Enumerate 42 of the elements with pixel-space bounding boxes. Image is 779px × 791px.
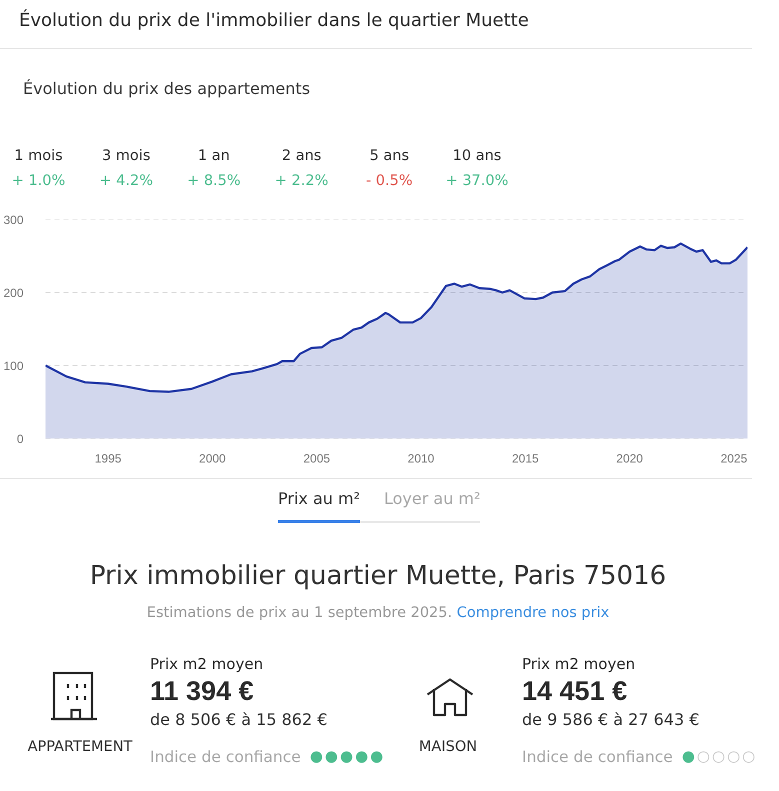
- x-tick-label: 2015: [512, 452, 539, 466]
- text: Prix m2 moyen: [522, 655, 636, 673]
- data-label: + 1.0%: [10, 172, 66, 191]
- category-label: 1 mois: [13, 147, 64, 166]
- text: Loyer au m²: [360, 488, 480, 523]
- data-label: 14 451 €: [522, 675, 628, 708]
- y-tick-label: 0: [16, 432, 24, 446]
- text: Indice de confiance: [522, 748, 673, 766]
- text: Évolution du prix de l'immobilier dans le quartier Muette: [19, 8, 529, 33]
- x-tick-label: 2005: [303, 452, 330, 466]
- y-tick-label: 200: [3, 286, 24, 300]
- x-tick-label: 2020: [616, 452, 644, 466]
- category-label: 10 ans: [452, 147, 502, 166]
- category-label: 1 an: [196, 147, 231, 166]
- x-tick-label: 1995: [94, 452, 122, 466]
- data-label: + 37.0%: [444, 172, 510, 191]
- text: ●○○○○: [682, 747, 758, 766]
- text: Prix immobilier quartier Muette, Paris 75016: [88, 560, 668, 593]
- data-label: + 8.5%: [186, 172, 242, 191]
- data-label: + 4.2%: [98, 172, 154, 191]
- text: Prix m2 moyen: [150, 654, 264, 675]
- y-tick-label: 300: [3, 213, 24, 227]
- x-tick-label: 2010: [408, 452, 435, 466]
- text: de 9 586 € à 27 643 €: [522, 709, 700, 731]
- text: Indice de confiance: [150, 747, 301, 768]
- text: Évolution du prix des appartements: [23, 78, 310, 100]
- text: ●●●●●: [310, 747, 386, 766]
- category-label: APPARTEMENT: [28, 739, 132, 755]
- text: Comprendre nos prix: [456, 605, 610, 621]
- text: Prix au m²: [278, 488, 360, 523]
- category-label: 3 mois: [100, 147, 152, 166]
- category-label: 5 ans: [368, 147, 410, 166]
- x-tick-label: 2025: [720, 452, 748, 466]
- category-label: MAISON: [418, 739, 478, 755]
- data-label: + 2.2%: [274, 172, 330, 191]
- data-label: - 0.5%: [364, 172, 414, 191]
- category-label: 2 ans: [280, 147, 322, 166]
- text: de 8 506 € à 15 862 €: [150, 709, 328, 731]
- data-label: 11 394 €: [150, 675, 254, 708]
- text: Estimations de prix au 1 septembre 2025.: [146, 605, 452, 621]
- y-tick-label: 100: [3, 359, 24, 373]
- x-tick-label: 2000: [199, 452, 226, 466]
